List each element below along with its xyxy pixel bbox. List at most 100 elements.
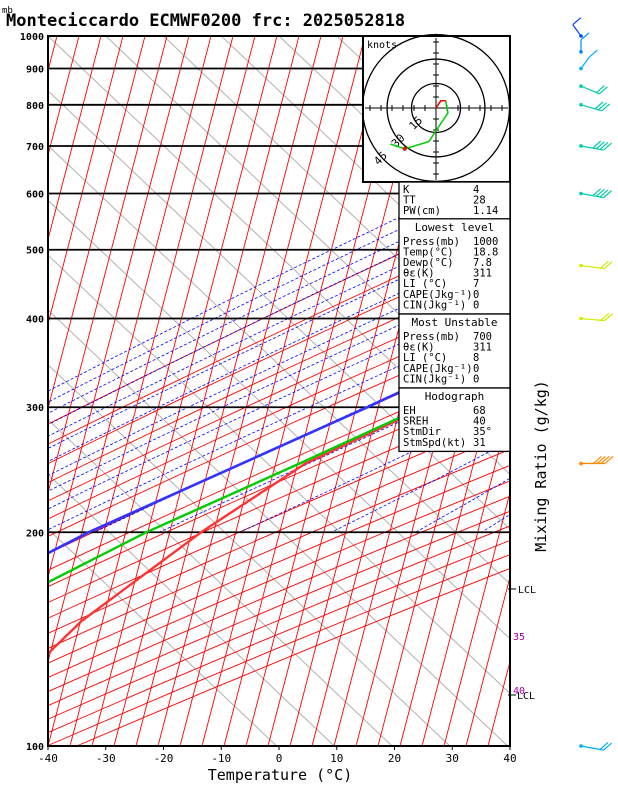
theta-40-label: 40 [513,686,525,697]
pressure-tick-label: 500 [26,246,44,257]
wind-barb-station [579,144,583,148]
index-value: 700 [473,331,492,343]
index-value: 7 [473,278,479,290]
dry-adiabat-line [48,432,510,634]
wind-barb-station [579,744,583,748]
index-label: Press(mb) [403,331,460,343]
wind-barb-feather [592,140,602,149]
index-block [398,181,511,221]
index-value: 0 [473,373,479,385]
wind-barb-feather [595,188,605,197]
index-value: 311 [473,342,492,354]
dry-adiabat-line [48,267,510,484]
wind-barb-station [579,66,583,71]
temperature-tick-label: 30 [446,752,459,765]
wind-barb-station [579,263,583,268]
moist-adiabat-line [48,257,510,477]
isotherm-line [48,36,102,242]
pressure-unit-label: mb [2,6,13,16]
pressure-tick-label: 400 [26,315,44,326]
isotherm-line [48,36,234,746]
pressure-tick-labels: 100 200 300 400 500 600 700 800 900 1000 [20,32,44,753]
wind-barb-feather [604,456,614,464]
temperature-tick-label: 10 [330,752,343,765]
index-value: 28 [473,195,486,207]
index-label: θε(K) [403,268,435,280]
skewed-grid-line [163,36,510,366]
wind-barb-feather [599,189,609,198]
moist-adiabat-line [48,315,510,531]
isotherm-line [157,36,344,746]
wind-barb-shaft [580,104,602,112]
pressure-tick-label: 700 [26,142,44,153]
wind-barb-shaft [580,145,604,151]
pressure-tick-label: 800 [26,101,44,112]
wind-barb-shaft [580,264,605,270]
index-block [398,313,511,389]
index-value: 0 [473,363,479,375]
skewed-grid-line [48,144,510,585]
wind-barb-feather [603,261,613,270]
index-label: StmDir [403,426,441,438]
index-value: 40 [473,416,486,428]
isotherm-line [465,575,510,746]
index-value: 0 [473,299,479,311]
dry-adiabat-line [48,381,510,588]
parcel-profile-line [48,338,510,555]
wind-barb-station [579,191,583,196]
wind-barb-feather [601,103,611,112]
index-value: 18.8 [473,246,498,258]
temperature-tick-label: -40 [38,752,58,765]
index-label: Press(mb) [403,236,460,248]
index-label: EH [403,405,416,417]
wind-barb-station [579,84,583,88]
hodograph-trace-high [390,126,440,150]
skewed-grid-line [48,309,508,746]
hodograph-trace-surface [435,100,446,109]
index-block [398,387,511,453]
dry-adiabat-line [48,307,510,520]
isotherm-line [113,36,300,746]
wind-barb-feather [603,742,612,751]
index-label: CIN(Jkg⁻¹) [403,299,466,311]
isotherm-line [91,36,278,746]
index-label: CAPE(Jkg⁻¹) [403,289,473,301]
wind-barb-shaft [580,56,590,69]
wind-barb-station [579,50,583,54]
wind-barb-feather [598,102,607,111]
wind-barb-station [579,34,583,38]
pressure-tick-label: 200 [26,528,44,539]
wind-barb-station [579,103,583,107]
isotherm-line [179,36,366,746]
index-value: 68 [473,405,486,417]
wind-barb-feather [604,313,614,322]
index-value: 1000 [473,236,498,248]
index-label: PW(cm) [403,205,441,217]
temperature-tick-label: 0 [276,752,283,765]
index-block-header: Hodograph [425,390,485,403]
skewed-grid-line [48,364,451,746]
index-value: 1.14 [473,205,498,217]
wind-barb-feather [598,86,608,95]
index-label: StmSpd(kt) [403,437,466,449]
temperature-tick-label: 40 [503,752,516,765]
isotherm-line [135,36,322,746]
wind-barb-shaft [580,745,604,751]
skewed-grid-line [48,418,393,746]
index-label: θε(K) [403,342,435,354]
temperature-tick-label: -10 [211,752,231,765]
index-value: 35° [473,426,492,438]
isotherm-line [201,36,388,746]
y-axis-label: Mixing Ratio (g/kg) [532,380,550,552]
dewpoint-profile-line [48,365,510,584]
wind-barb-feather [600,456,610,464]
skewed-grid-line [48,473,335,746]
wind-barb-feather [603,190,612,199]
index-label: TT [403,195,416,207]
wind-barb-feather [599,141,609,150]
index-block-header: Most Unstable [411,316,497,329]
wind-barb-feather [593,456,602,464]
moist-adiabat-line [48,242,510,462]
